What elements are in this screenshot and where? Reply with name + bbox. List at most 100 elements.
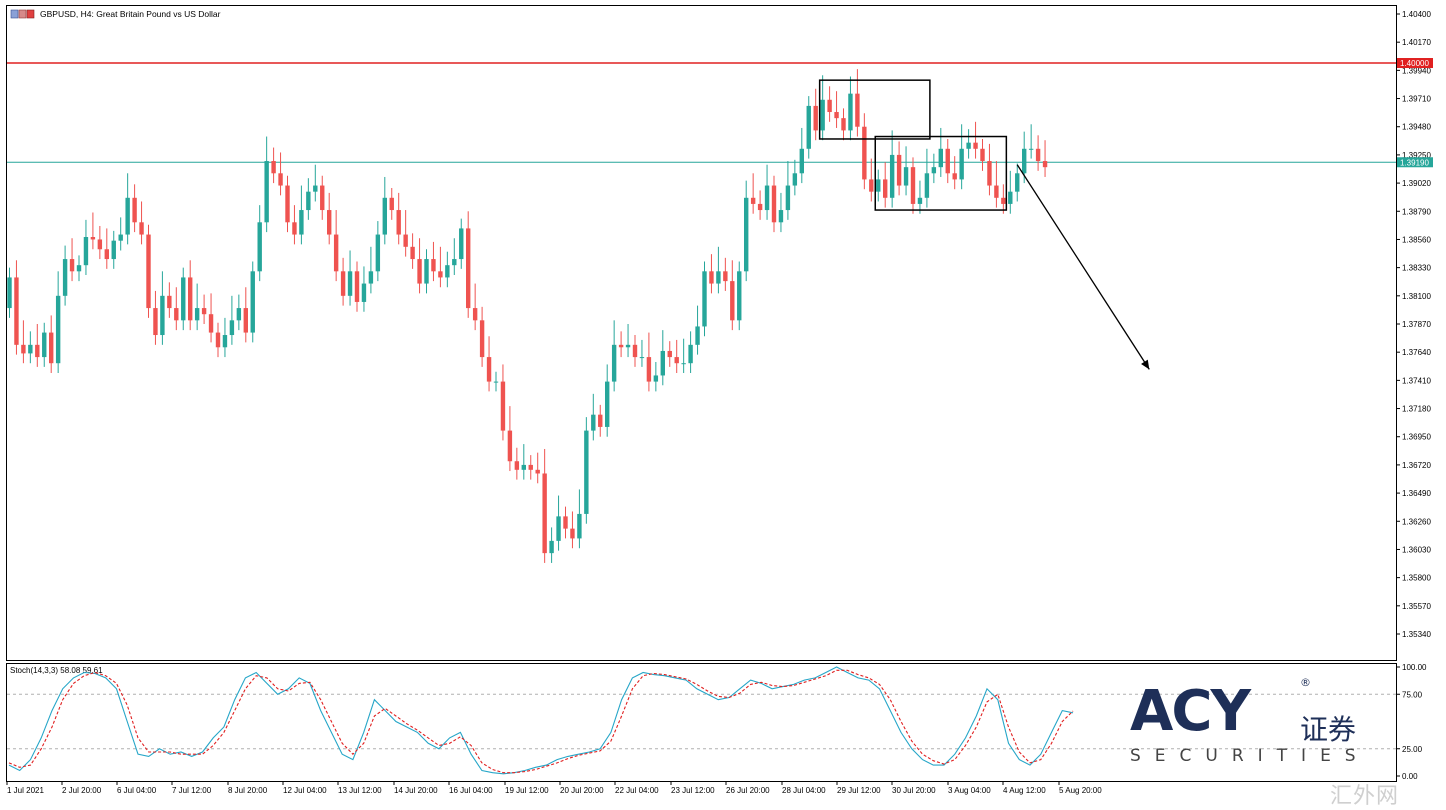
candle-body: [1001, 197, 1006, 204]
price-tick-label: 1.35340: [1402, 630, 1431, 639]
trend-arrow-line[interactable]: [1016, 164, 1150, 370]
candle-body: [598, 414, 603, 427]
candle-body: [514, 461, 520, 470]
stoch-tick-label: 25.00: [1402, 745, 1423, 754]
candle-body: [785, 185, 791, 211]
candle-body: [493, 381, 499, 383]
price-tick-label: 1.38330: [1402, 264, 1431, 273]
candle-body: [55, 295, 61, 364]
candle-body: [917, 197, 923, 204]
candle-body: [389, 197, 394, 211]
stoch-signal-line: [8, 669, 1074, 774]
candle-body: [695, 326, 700, 345]
candle-body: [535, 469, 540, 474]
candle-body: [889, 154, 895, 198]
candle-body: [97, 239, 103, 250]
price-tick-label: 1.40170: [1402, 38, 1431, 47]
time-tick-label: 28 Jul 04:00: [782, 786, 826, 795]
candle-body: [76, 265, 82, 272]
candle-body: [83, 237, 89, 266]
candle-body: [320, 185, 325, 211]
time-tick-label: 13 Jul 12:00: [338, 786, 382, 795]
candle-body: [980, 148, 985, 162]
candle-body: [250, 271, 255, 333]
candle-body: [813, 105, 818, 131]
candle-body: [327, 210, 332, 235]
candle-body: [438, 271, 443, 278]
candle-body: [139, 222, 144, 235]
symbol-title: GBPUSD, H4: Great Britain Pound vs US Do…: [40, 9, 221, 19]
candle-body: [431, 259, 436, 272]
candle-body: [306, 191, 311, 211]
candle-body: [243, 308, 248, 333]
price-tick-label: 1.39020: [1402, 179, 1431, 188]
candle-body: [591, 414, 596, 431]
candle-body: [69, 259, 75, 272]
candle-body: [215, 332, 221, 348]
price-lines: 1.40000 1.39190: [7, 58, 1433, 168]
candle-body: [625, 344, 631, 348]
candle-body: [952, 173, 957, 180]
candle-body: [104, 249, 109, 260]
candle-body: [646, 357, 652, 382]
range-box[interactable]: [874, 135, 1008, 211]
price-tick-label: 1.39710: [1402, 95, 1431, 104]
candle-body: [667, 350, 672, 358]
candle-body: [855, 93, 860, 127]
candle-body: [410, 246, 415, 260]
candle-body: [49, 332, 54, 364]
main-chart-frame[interactable]: [6, 5, 1397, 661]
registered-mark: ®: [1300, 676, 1311, 689]
time-tick-label: 14 Jul 20:00: [394, 786, 438, 795]
candle-body: [14, 277, 19, 345]
candle-body: [945, 148, 950, 174]
trend-arrow-head: [1141, 359, 1150, 370]
candle-body: [611, 344, 617, 382]
candle-body: [375, 234, 381, 272]
price-tick-label: 1.39940: [1402, 66, 1431, 75]
candle-body: [21, 344, 26, 354]
candle-body: [278, 173, 283, 186]
candle-body: [313, 185, 318, 192]
candle-body: [896, 154, 902, 186]
candle-body: [618, 344, 624, 348]
candle-body: [333, 234, 339, 272]
candle-body: [688, 344, 693, 364]
time-tick-label: 3 Aug 04:00: [948, 786, 991, 795]
candle-body: [1022, 148, 1027, 174]
candle-body: [841, 118, 846, 131]
candle-body: [382, 197, 387, 235]
candle-body: [125, 197, 130, 235]
candle-body: [737, 271, 742, 321]
price-tick-label: 1.38560: [1402, 235, 1431, 244]
time-tick-label: 29 Jul 12:00: [837, 786, 881, 795]
price-tick-label: 1.40400: [1402, 10, 1431, 19]
price-tick-label: 1.36950: [1402, 433, 1431, 442]
candle-body: [563, 516, 568, 529]
candle-body: [500, 381, 506, 431]
stoch-lines: [8, 666, 1074, 775]
candle-body: [236, 308, 242, 321]
time-tick-label: 2 Jul 20:00: [62, 786, 102, 795]
candle-body: [577, 513, 582, 539]
candle-body: [479, 320, 485, 358]
candle-body: [764, 185, 770, 211]
candle-body: [938, 148, 943, 168]
candle-body: [723, 271, 728, 282]
candle-body: [62, 259, 68, 296]
candle-body: [806, 105, 811, 149]
price-tick-label: 1.37410: [1402, 376, 1431, 385]
candle-body: [153, 308, 158, 336]
price-tick-label: 1.36490: [1402, 489, 1431, 498]
candle-body: [1042, 161, 1048, 168]
candle-body: [869, 179, 874, 192]
candle-body: [660, 350, 665, 376]
time-tick-label: 5 Aug 20:00: [1059, 786, 1102, 795]
stoch-tick-label: 0.00: [1402, 772, 1418, 781]
candle-body: [799, 148, 804, 174]
stoch-panel-frame[interactable]: [6, 663, 1397, 782]
stoch-tick-label: 100.00: [1402, 663, 1427, 672]
candle-body: [118, 234, 123, 241]
price-tick-label: 1.35800: [1402, 574, 1431, 583]
